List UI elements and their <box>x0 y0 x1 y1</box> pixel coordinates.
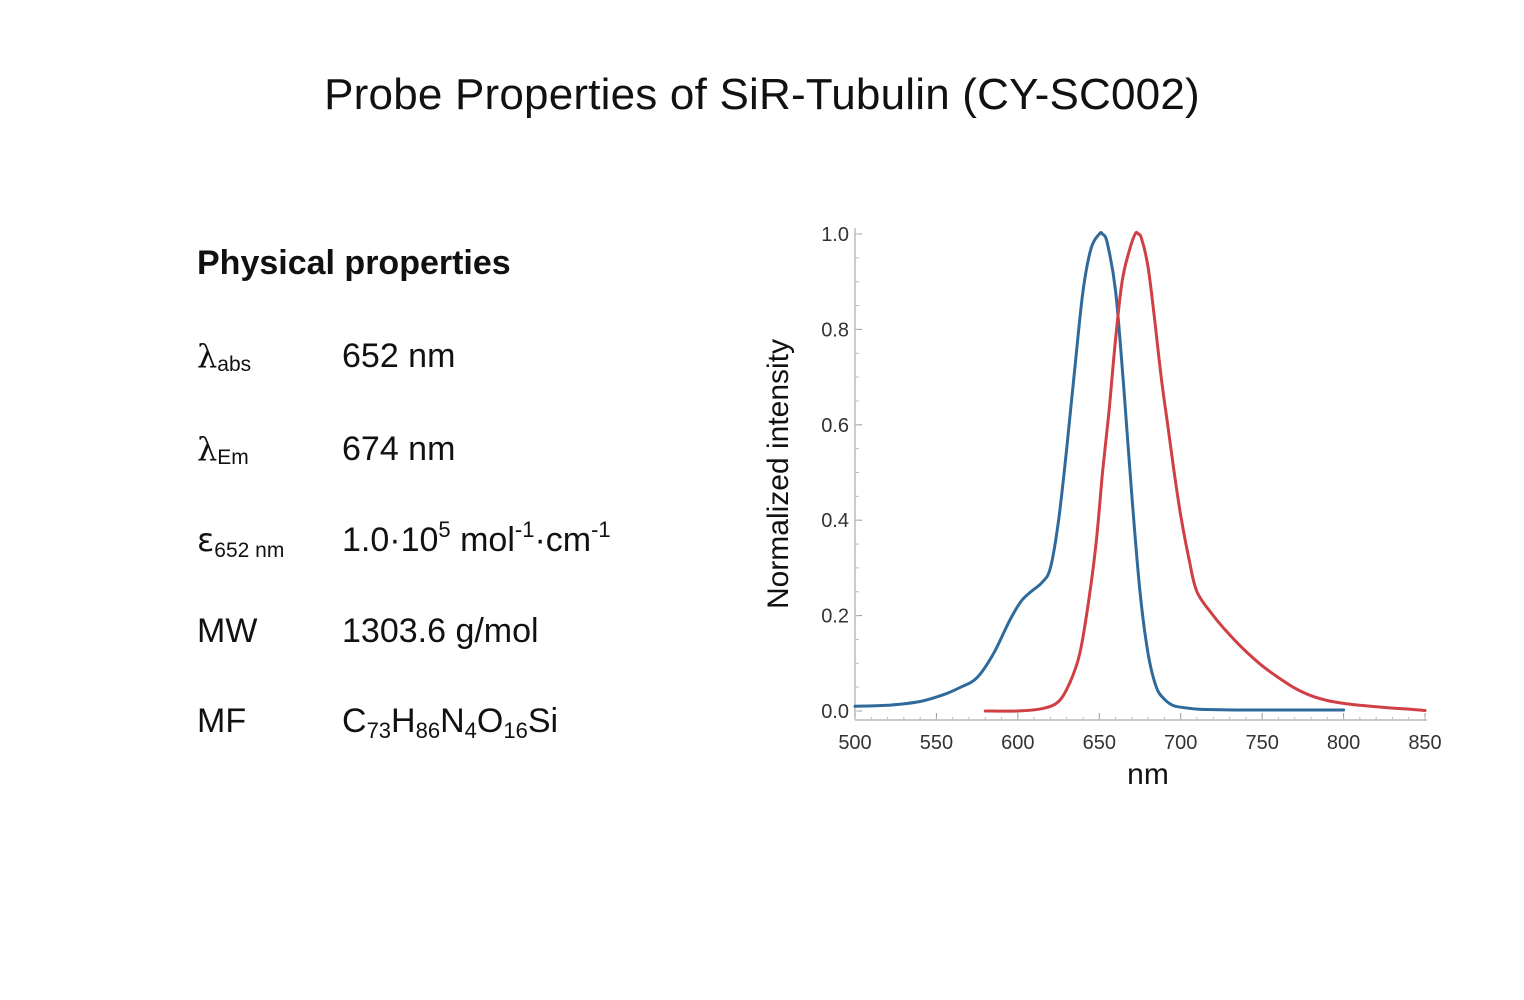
page-title: Probe Properties of SiR-Tubulin (CY-SC00… <box>324 70 1200 119</box>
y-axis-title: Normalized intensity <box>762 339 795 609</box>
chart-axes: 0.0 0.2 0.4 0.6 0.8 1.0 500 550 600 650 700 750 800 8… <box>821 224 1442 754</box>
y-tick-label: 0.6 <box>821 415 849 437</box>
property-value: 652 nm <box>342 337 456 375</box>
property-value: 1.0·105 mol-1·cm-1 <box>342 517 611 559</box>
x-tick-label: 500 <box>838 732 871 754</box>
property-label: MW <box>197 612 258 650</box>
x-tick-label: 650 <box>1083 732 1116 754</box>
property-label: λabs <box>197 337 252 376</box>
property-label: λEm <box>197 430 249 469</box>
y-tick-label: 0.4 <box>821 510 849 532</box>
property-value: 1303.6 g/mol <box>342 612 539 650</box>
molecular-formula: C73H86N4O16Si <box>342 702 559 743</box>
y-tick-label: 0.0 <box>821 701 849 723</box>
x-tick-label: 850 <box>1408 732 1441 754</box>
x-tick-label: 600 <box>1001 732 1034 754</box>
x-tick-label: 750 <box>1245 732 1278 754</box>
property-label: MF <box>197 702 247 740</box>
x-axis-title: nm <box>1127 758 1169 791</box>
absorption-spectrum-line <box>853 231 1346 712</box>
emission-spectrum-line <box>983 230 1427 713</box>
y-tick-label: 1.0 <box>821 224 849 246</box>
y-tick-label: 0.8 <box>821 319 849 341</box>
property-value: 674 nm <box>342 430 456 468</box>
x-tick-label: 700 <box>1164 732 1197 754</box>
y-tick-label: 0.2 <box>821 606 849 628</box>
x-tick-label: 550 <box>920 732 953 754</box>
chart-series <box>853 230 1427 713</box>
properties-heading: Physical properties <box>197 244 511 282</box>
property-label: ε652 nm <box>197 521 285 562</box>
x-tick-label: 800 <box>1327 732 1360 754</box>
